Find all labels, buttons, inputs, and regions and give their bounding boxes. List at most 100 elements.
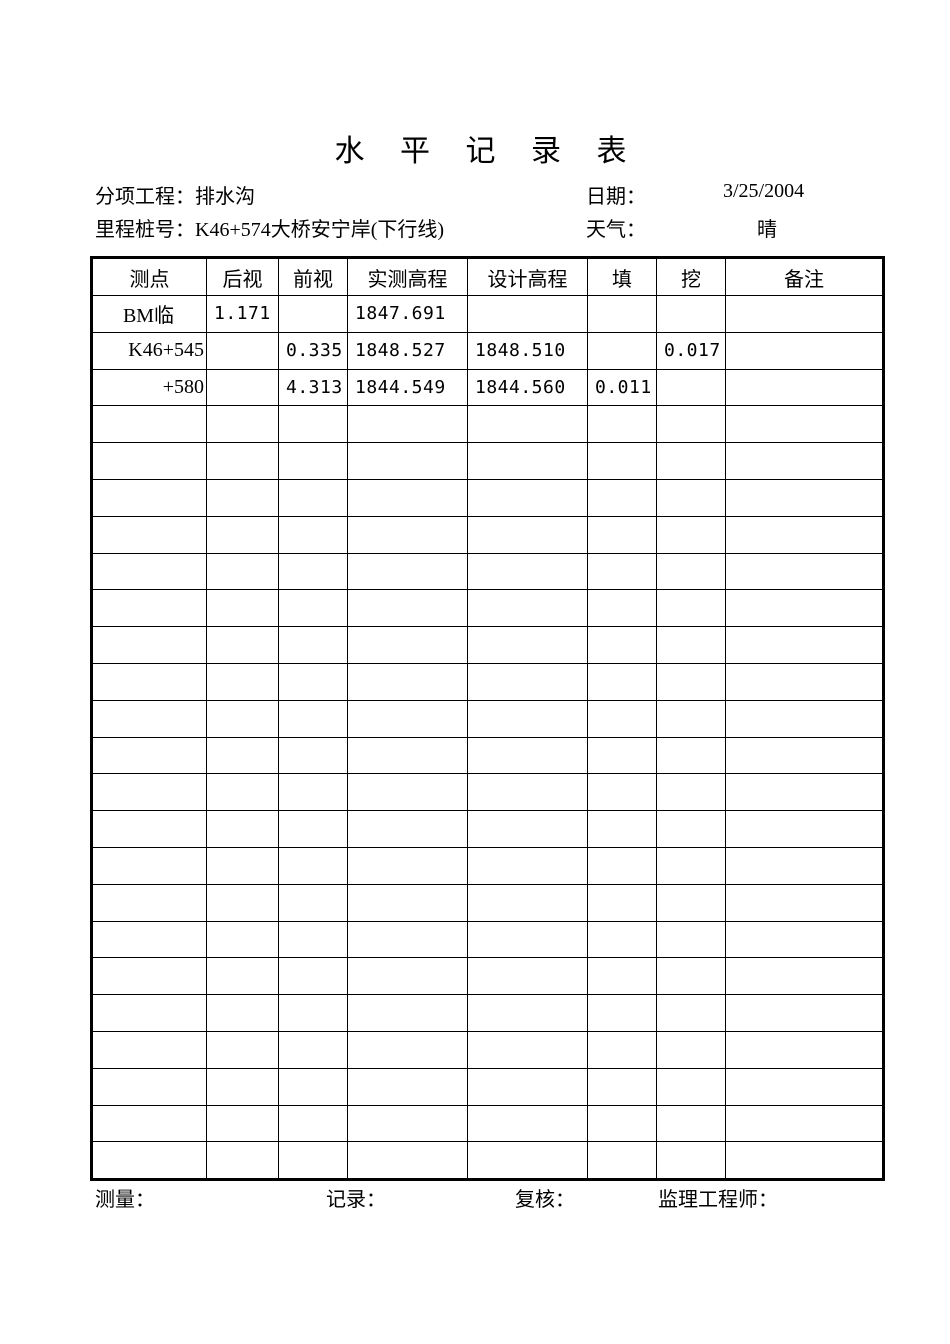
table-cell[interactable] (278, 478, 348, 517)
table-cell[interactable] (206, 1141, 279, 1181)
table-cell[interactable] (206, 699, 279, 738)
table-cell[interactable] (587, 699, 657, 738)
table-cell[interactable] (725, 699, 884, 738)
table-cell[interactable] (206, 405, 279, 444)
table-cell[interactable] (91, 699, 207, 738)
table-cell[interactable] (91, 920, 207, 959)
table-cell[interactable] (206, 920, 279, 959)
table-cell[interactable]: 0.017 (656, 331, 726, 370)
table-cell[interactable] (91, 846, 207, 885)
table-cell[interactable] (725, 883, 884, 922)
table-cell[interactable] (206, 810, 279, 848)
table-cell[interactable] (725, 810, 884, 848)
table-cell[interactable]: BM临 (91, 295, 207, 333)
table-cell[interactable] (347, 515, 468, 554)
table-cell[interactable] (278, 552, 348, 591)
table-cell[interactable]: K46+545 (91, 331, 207, 370)
table-cell[interactable] (91, 662, 207, 701)
table-cell[interactable] (467, 552, 588, 591)
table-cell[interactable] (278, 699, 348, 738)
table-cell[interactable]: 1847.691 (347, 295, 468, 333)
table-cell[interactable] (206, 368, 279, 407)
table-cell[interactable] (656, 589, 726, 628)
table-cell[interactable] (347, 1141, 468, 1181)
table-cell[interactable] (467, 478, 588, 517)
table-cell[interactable] (467, 442, 588, 480)
table-cell[interactable] (278, 773, 348, 812)
table-cell[interactable] (278, 1104, 348, 1143)
table-cell[interactable] (587, 589, 657, 628)
table-cell[interactable] (206, 1104, 279, 1143)
table-cell[interactable] (656, 773, 726, 812)
table-cell[interactable] (587, 846, 657, 885)
table-cell[interactable] (347, 626, 468, 664)
table-cell[interactable] (278, 883, 348, 922)
table-cell[interactable] (467, 846, 588, 885)
table-cell[interactable] (278, 515, 348, 554)
table-cell[interactable] (206, 994, 279, 1032)
table-cell[interactable] (725, 1141, 884, 1181)
table-cell[interactable] (278, 589, 348, 628)
table-cell[interactable] (278, 405, 348, 444)
table-cell[interactable] (467, 773, 588, 812)
table-cell[interactable] (347, 846, 468, 885)
table-cell[interactable] (206, 957, 279, 996)
table-cell[interactable] (347, 552, 468, 591)
table-cell[interactable] (587, 1104, 657, 1143)
table-cell[interactable] (656, 626, 726, 664)
table-cell[interactable]: 1.171 (206, 295, 279, 333)
table-cell[interactable] (206, 626, 279, 664)
table-cell[interactable]: +580 (91, 368, 207, 407)
table-cell[interactable] (206, 552, 279, 591)
table-cell[interactable] (278, 295, 348, 333)
table-cell[interactable] (587, 920, 657, 959)
table-cell[interactable] (587, 295, 657, 333)
table-cell[interactable] (91, 1030, 207, 1069)
table-cell[interactable] (278, 626, 348, 664)
table-cell[interactable] (91, 1141, 207, 1181)
table-cell[interactable] (91, 626, 207, 664)
table-cell[interactable] (467, 1141, 588, 1181)
table-cell[interactable] (656, 957, 726, 996)
table-cell[interactable] (656, 368, 726, 407)
table-cell[interactable] (91, 515, 207, 554)
table-cell[interactable] (725, 552, 884, 591)
table-cell[interactable] (347, 405, 468, 444)
table-cell[interactable] (725, 442, 884, 480)
table-cell[interactable] (347, 478, 468, 517)
table-cell[interactable] (587, 442, 657, 480)
table-cell[interactable] (725, 331, 884, 370)
table-cell[interactable] (206, 883, 279, 922)
table-cell[interactable] (725, 994, 884, 1032)
table-cell[interactable] (278, 920, 348, 959)
table-cell[interactable] (347, 442, 468, 480)
table-cell[interactable] (587, 478, 657, 517)
table-cell[interactable] (467, 1067, 588, 1106)
table-cell[interactable] (347, 773, 468, 812)
table-cell[interactable]: 1848.510 (467, 331, 588, 370)
table-cell[interactable] (347, 699, 468, 738)
table-cell[interactable] (347, 662, 468, 701)
table-cell[interactable] (278, 662, 348, 701)
table-cell[interactable]: 0.335 (278, 331, 348, 370)
table-cell[interactable] (206, 478, 279, 517)
table-cell[interactable] (656, 478, 726, 517)
table-cell[interactable] (467, 1104, 588, 1143)
table-cell[interactable] (725, 846, 884, 885)
table-cell[interactable] (656, 1141, 726, 1181)
table-cell[interactable] (467, 736, 588, 775)
table-cell[interactable] (656, 662, 726, 701)
table-cell[interactable] (347, 736, 468, 775)
table-cell[interactable] (206, 1067, 279, 1106)
table-cell[interactable] (587, 957, 657, 996)
table-cell[interactable] (278, 1067, 348, 1106)
table-cell[interactable] (656, 1030, 726, 1069)
table-cell[interactable] (91, 773, 207, 812)
table-cell[interactable] (467, 957, 588, 996)
table-cell[interactable] (587, 1141, 657, 1181)
table-cell[interactable] (725, 1030, 884, 1069)
table-cell[interactable] (91, 736, 207, 775)
table-cell[interactable] (656, 515, 726, 554)
table-cell[interactable] (656, 883, 726, 922)
table-cell[interactable] (725, 589, 884, 628)
